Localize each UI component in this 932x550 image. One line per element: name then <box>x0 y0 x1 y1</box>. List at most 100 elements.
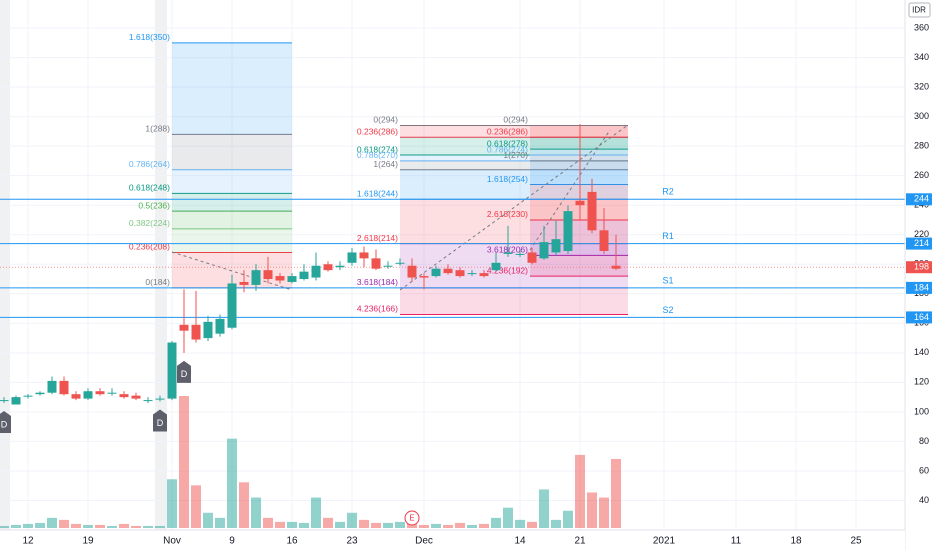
candle-body <box>611 265 621 269</box>
level-name: R2 <box>662 187 674 197</box>
fib-label: 0.5(236) <box>138 200 170 210</box>
fib-zone <box>530 125 628 138</box>
fib-zone <box>172 42 292 135</box>
fib-zone <box>172 211 292 229</box>
volume-bar <box>35 522 45 528</box>
volume-bar <box>95 524 105 528</box>
level-value: 184 <box>914 282 929 292</box>
volume-bar <box>539 489 549 528</box>
level-box <box>906 193 932 206</box>
x-tick-label: 19 <box>82 536 94 547</box>
y-tick-label: 260 <box>914 170 929 180</box>
candle-body <box>263 270 273 280</box>
candle-body <box>479 273 489 277</box>
volume-bar <box>275 521 285 528</box>
level-value: 164 <box>914 312 929 322</box>
volume-bar <box>587 492 597 528</box>
volume-bar <box>287 521 297 528</box>
fib-label: 3.618(184) <box>357 277 398 287</box>
level-name: S1 <box>662 275 673 285</box>
y-tick-label: 140 <box>914 347 929 357</box>
marker-label: D <box>181 369 188 379</box>
candles <box>0 124 621 405</box>
volume-bar <box>467 524 477 528</box>
volume-bar <box>299 522 309 528</box>
candle-body <box>167 342 177 399</box>
volume-bar <box>383 522 393 528</box>
trend-line <box>399 124 629 291</box>
x-tick-label: 21 <box>574 536 586 547</box>
dividend-marker <box>177 360 191 383</box>
x-tick-label: 16 <box>286 536 298 547</box>
volume-bar <box>491 517 501 528</box>
fib-zone <box>400 155 628 161</box>
candle-body <box>395 262 405 264</box>
candle-body <box>419 276 429 278</box>
x-tick-label: 18 <box>790 536 802 547</box>
candle-body <box>239 281 249 285</box>
fib-label: 0.786(264) <box>129 159 170 169</box>
fib-zone <box>530 160 628 185</box>
candle-body <box>35 392 45 395</box>
marker-label: D <box>157 418 164 428</box>
candle-body <box>527 252 537 263</box>
fib-zone <box>400 287 628 315</box>
candle-body <box>299 271 309 280</box>
y-tick-label: 340 <box>914 52 929 62</box>
volume-bar <box>263 517 273 528</box>
fib-label: 0(294) <box>503 115 528 125</box>
volume-bar <box>575 454 585 528</box>
volume-bar <box>527 521 537 528</box>
trend-line <box>171 251 293 291</box>
volume-bar <box>131 525 141 528</box>
time-axis <box>0 530 905 550</box>
volume-bar <box>347 512 357 528</box>
candle-body <box>491 262 501 271</box>
volume-bar <box>107 525 117 528</box>
candle-body <box>95 391 105 395</box>
y-tick-label: 40 <box>919 495 929 505</box>
x-tick-label: 9 <box>229 536 235 547</box>
x-tick-label: 25 <box>850 536 862 547</box>
candle-body <box>23 395 33 397</box>
volume-bar <box>599 497 609 528</box>
fib-zone <box>530 149 628 156</box>
volume-bar <box>167 479 177 528</box>
candle-body <box>563 211 573 251</box>
x-tick-label: 2021 <box>653 536 676 547</box>
y-tick-label: 300 <box>914 111 929 121</box>
volume-bar <box>83 524 93 528</box>
volume-bar <box>143 525 153 528</box>
y-tick-label: 220 <box>914 229 929 239</box>
currency: IDR <box>912 6 926 15</box>
volume-bar <box>59 519 69 528</box>
fib-label: 0.786(270) <box>357 150 398 160</box>
volume-bar <box>119 523 129 528</box>
axes: 4060801001201401601802002202402602803003… <box>22 22 932 547</box>
candle-body <box>575 200 585 206</box>
candle-body <box>47 380 57 393</box>
fib-label: 1(288) <box>145 124 170 134</box>
fib-label: 1(270) <box>503 150 528 160</box>
candle-body <box>335 265 345 268</box>
fib-label: 0(294) <box>373 115 398 125</box>
fib-label: 2.618(214) <box>357 233 398 243</box>
candle-body <box>71 394 81 399</box>
volume-bar <box>203 512 213 528</box>
level-box <box>906 281 932 294</box>
level-name: R1 <box>662 231 674 241</box>
fib-label: 1.618(254) <box>487 174 528 184</box>
candle-body <box>407 265 417 278</box>
fib-label: 0.382(224) <box>129 218 170 228</box>
fib-zone <box>400 160 628 170</box>
candle-body <box>515 253 525 255</box>
y-tick-label: 320 <box>914 81 929 91</box>
volume-bar <box>515 519 525 528</box>
candle-body <box>215 318 225 334</box>
volume-bar <box>419 524 429 528</box>
fib-label: 1.618(244) <box>357 189 398 199</box>
price-axis <box>905 0 932 550</box>
currency-box[interactable] <box>908 2 931 18</box>
candle-body <box>383 265 393 267</box>
session-shade <box>155 0 167 530</box>
